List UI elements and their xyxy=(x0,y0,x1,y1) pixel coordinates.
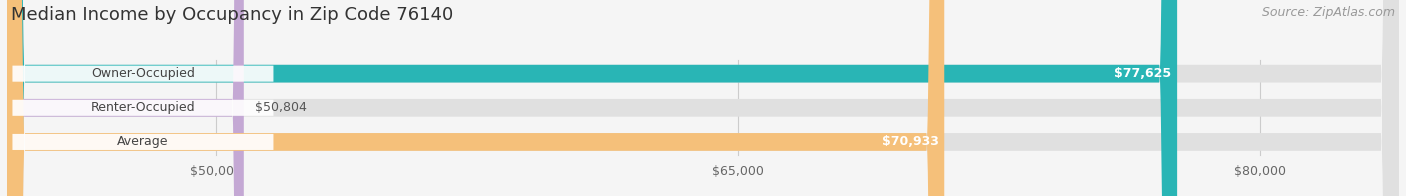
Text: Renter-Occupied: Renter-Occupied xyxy=(90,101,195,114)
FancyBboxPatch shape xyxy=(7,0,1399,196)
FancyBboxPatch shape xyxy=(7,0,945,196)
Text: Owner-Occupied: Owner-Occupied xyxy=(91,67,195,80)
FancyBboxPatch shape xyxy=(13,100,273,116)
Text: Source: ZipAtlas.com: Source: ZipAtlas.com xyxy=(1261,6,1395,19)
FancyBboxPatch shape xyxy=(7,0,1177,196)
Text: Median Income by Occupancy in Zip Code 76140: Median Income by Occupancy in Zip Code 7… xyxy=(11,6,454,24)
FancyBboxPatch shape xyxy=(7,0,1399,196)
FancyBboxPatch shape xyxy=(7,0,1399,196)
Text: $77,625: $77,625 xyxy=(1115,67,1171,80)
Text: $50,804: $50,804 xyxy=(254,101,307,114)
Text: Average: Average xyxy=(117,135,169,148)
FancyBboxPatch shape xyxy=(13,66,273,82)
FancyBboxPatch shape xyxy=(7,0,243,196)
Text: $70,933: $70,933 xyxy=(882,135,939,148)
FancyBboxPatch shape xyxy=(13,134,273,150)
